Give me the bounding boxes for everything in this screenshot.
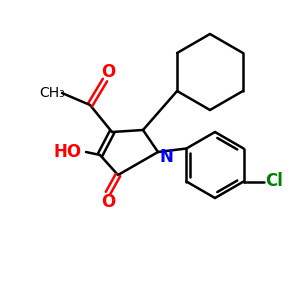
Text: N: N <box>159 148 173 166</box>
Text: O: O <box>101 63 115 81</box>
Text: O: O <box>101 193 115 211</box>
Text: Cl: Cl <box>265 172 283 190</box>
Text: CH₃: CH₃ <box>39 86 65 100</box>
Text: HO: HO <box>54 143 82 161</box>
